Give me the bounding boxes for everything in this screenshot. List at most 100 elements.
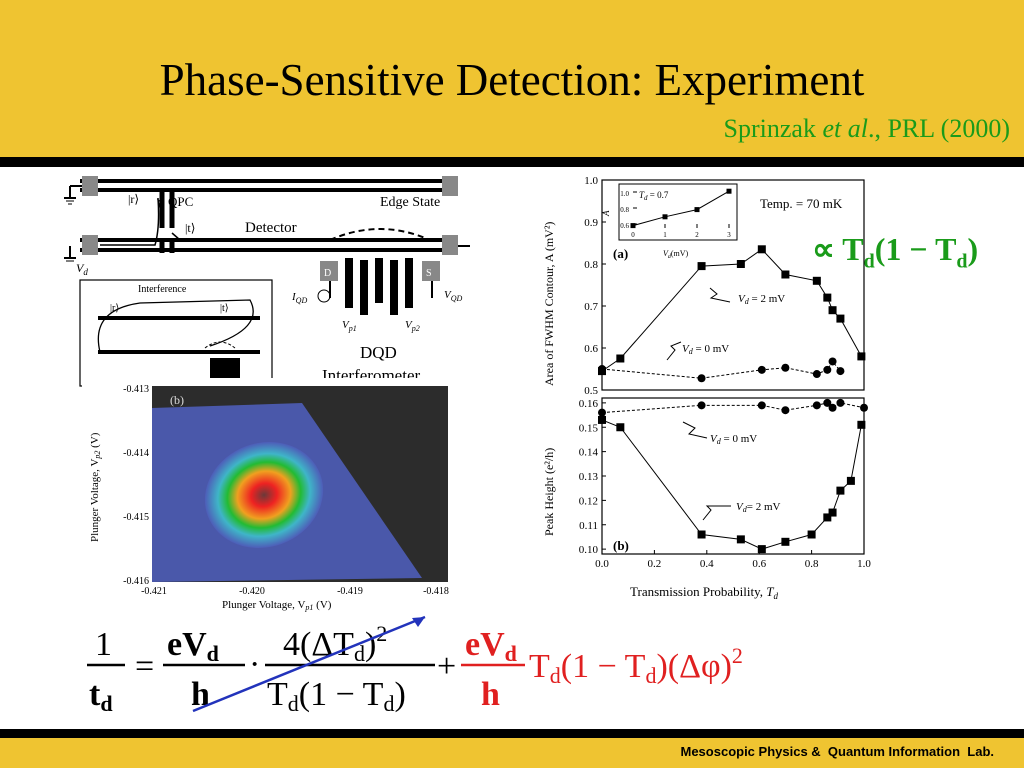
data-point: [836, 367, 845, 376]
qpc-label: QPC: [168, 194, 193, 209]
cmap-ylabel-unit: (V): [89, 432, 101, 450]
data-point: [726, 188, 732, 194]
formula-plus: +: [437, 648, 456, 685]
inset-ylabel: A: [601, 210, 611, 217]
formula-equals: =: [135, 648, 154, 685]
plot-a-0mv-sub: d: [689, 347, 694, 356]
formula-tail-sub: d: [550, 663, 561, 688]
svg-text:eVd: eVd: [465, 626, 517, 666]
plot-b-xlabel-sub: d: [774, 591, 779, 600]
x-tick-label: 1: [663, 231, 667, 239]
formula-ev: eV: [167, 626, 207, 663]
inset-label-sub: d: [644, 194, 648, 202]
y-tick-label: 0.8: [620, 206, 629, 214]
r-state-label: |r⟩: [128, 192, 139, 206]
vp1-sub: p1: [348, 324, 357, 333]
y-tick-label: 0.12: [579, 495, 598, 507]
svg-text:eVd: eVd: [167, 626, 219, 666]
prop-sub2: d: [956, 250, 968, 273]
inset-label-t: T: [639, 190, 645, 200]
data-point: [846, 476, 855, 485]
svg-text:Vd= 2 mV: Vd= 2 mV: [736, 501, 780, 514]
dqd-label: DQD: [360, 343, 397, 362]
data-point: [828, 508, 837, 517]
data-point: [836, 314, 845, 323]
svg-text:Td = 0.7: Td = 0.7: [639, 190, 669, 202]
inset-marks: 1.0 0.8 0.60 1 2 3: [620, 188, 732, 239]
formula-tail-phase: )(Δφ): [656, 648, 731, 685]
vd-label: V: [76, 261, 85, 275]
formula-num-close: ): [365, 626, 376, 663]
x-tick-label: 0: [631, 231, 635, 239]
cmap-xtick: -0.421: [141, 586, 167, 597]
plot-b-xlabel: Transmission Probability,: [630, 584, 766, 599]
formula-h2: h: [481, 676, 500, 713]
data-point: [781, 406, 790, 415]
x-tick-label: 1.0: [857, 558, 871, 570]
cmap-xlabel-sub: p1: [304, 603, 313, 612]
x-tick-label: 0.4: [700, 558, 714, 570]
inset-interference-label: Interference: [138, 284, 187, 295]
x-tick-label: 0.2: [648, 558, 662, 570]
dephasing-formula: 1 td = eVd h · 4(ΔTd)2 Td(1 − Td) + eVd …: [87, 615, 743, 716]
citation-author: Sprinzak: [723, 114, 816, 143]
data-point: [781, 363, 790, 372]
cmap-ytick: -0.414: [123, 448, 149, 459]
inset-xlabel: V: [663, 249, 669, 258]
formula-den-sub2: d: [383, 691, 394, 716]
cmap-ytick: -0.415: [123, 512, 149, 523]
plot-a-2mv-val: = 2 mV: [749, 293, 786, 305]
data-point: [781, 537, 790, 546]
cmap-xtick: -0.418: [423, 586, 449, 597]
footer-rule: [0, 729, 1024, 738]
plot-a-0mv-val: = 0 mV: [693, 343, 730, 355]
prop-main: ∝ T: [812, 231, 864, 267]
plot-a-marks: 1.0 0.9 0.8 0.7 0.6 0.5: [584, 175, 866, 397]
data-point: [598, 415, 606, 424]
data-point: [757, 545, 766, 554]
x-tick-label: 0.8: [805, 558, 819, 570]
svg-text:Vp1: Vp1: [342, 319, 357, 333]
plot-b-marks: 0.16 0.15 0.14 0.13 0.12 0.11 0.10 0.0 0.2 0.4 0.6…: [579, 398, 872, 570]
d-terminal-label: D: [324, 268, 331, 279]
x-tick-label: 0.6: [752, 558, 766, 570]
vp1-label: V: [342, 319, 350, 331]
plot-b-label: (b): [613, 538, 629, 553]
formula-one: 1: [95, 626, 112, 663]
cmap-xtick: -0.419: [337, 586, 363, 597]
data-point: [598, 408, 606, 417]
svg-text:Vd: Vd: [76, 261, 88, 277]
y-tick-label: 1.0: [620, 190, 629, 198]
svg-text:Vd = 2 mV: Vd = 2 mV: [738, 293, 785, 306]
data-point: [823, 513, 832, 522]
svg-text:IQD: IQD: [291, 291, 307, 305]
svg-text:Vd = 0 mV: Vd = 0 mV: [710, 433, 757, 446]
strike-arrowhead: [412, 617, 425, 627]
footer-lab-name: Mesoscopic Physics & Quantum Information…: [680, 744, 995, 759]
svg-text:Vd(mV): Vd(mV): [663, 249, 689, 260]
y-tick-label: 0.10: [579, 544, 599, 556]
vp2-label: V: [405, 319, 413, 331]
data-point: [823, 365, 832, 374]
plot-a-frame: [601, 179, 865, 391]
svg-text:Transmission Probability, Td: Transmission Probability, Td: [630, 584, 779, 600]
data-point: [697, 374, 706, 383]
svg-text:Vp2: Vp2: [405, 319, 420, 333]
formula-num: 4(ΔT: [283, 626, 354, 663]
formula-den-mid: (1 − T: [299, 676, 384, 713]
svg-text:4(ΔTd)2: 4(ΔTd)2: [283, 621, 387, 666]
plot-b-2mv-val: = 2 mV: [747, 501, 781, 513]
data-point: [857, 352, 866, 361]
data-point: [836, 486, 845, 495]
data-point: [836, 398, 845, 407]
plot-b-xlabel-var: T: [766, 584, 774, 599]
data-point: [757, 365, 766, 374]
s-terminal-label: S: [426, 268, 432, 279]
y-tick-label: 0.14: [579, 447, 599, 459]
device-schematic: QPC |r⟩ |t⟩ Detector Edge State Vd D S I…: [60, 168, 480, 390]
y-tick-label: 0.15: [579, 422, 599, 434]
formula-tail-mid: (1 − T: [561, 648, 646, 685]
plot-b-2mv-sub: d: [743, 505, 748, 514]
plot-a-ylabel: Area of FWHM Contour, A (mV²): [542, 222, 556, 386]
proportionality-label: ∝ Td(1 − Td): [812, 230, 978, 273]
